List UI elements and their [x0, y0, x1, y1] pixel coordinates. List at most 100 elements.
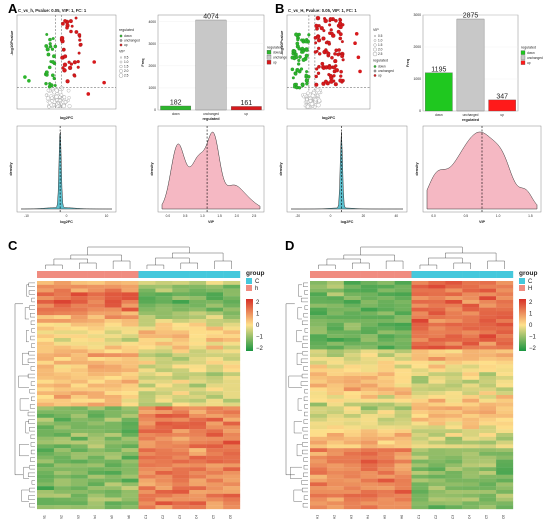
row-dendrogram-branch [303, 396, 308, 401]
column-dendrogram-branch [326, 254, 395, 265]
heatmap-cell [155, 455, 173, 460]
volcano-point-up [333, 52, 337, 56]
heatmap-cell [310, 281, 328, 285]
heatmap-cell [445, 311, 463, 316]
heatmap-cell [155, 501, 173, 506]
heatmap-cell [70, 341, 88, 346]
heatmap-cell [223, 288, 241, 293]
heatmap-cell [479, 478, 497, 483]
heatmap-cell [70, 448, 88, 453]
volcano-point-down [52, 76, 56, 81]
heatmap-cell [121, 300, 139, 304]
volcano-legend-key [374, 35, 376, 37]
heatmap-cell [496, 288, 514, 293]
heatmap-cell [121, 425, 139, 430]
heatmap-cell [53, 372, 71, 377]
heatmap-cell [172, 402, 190, 407]
heatmap-cell [343, 448, 361, 453]
heatmap-cell [428, 360, 446, 365]
heatmap-cell [206, 319, 224, 323]
heatmap-cell [326, 284, 344, 289]
heatmap-cell [343, 341, 361, 346]
bar-value-label: 182 [170, 99, 182, 106]
heatmap-cell [360, 417, 378, 422]
heatmap-cell [189, 357, 207, 361]
heatmap-cell [411, 497, 429, 502]
heatmap-cell [394, 307, 412, 312]
heatmap-cell [87, 334, 105, 339]
heatmap-cell [37, 467, 55, 472]
heatmap-cell [223, 292, 241, 297]
heatmap-cell [172, 505, 190, 510]
heatmap-cell [138, 364, 156, 369]
heatmap-cell [445, 379, 463, 384]
heatmap-cell [479, 391, 497, 396]
heatmap-cell [394, 383, 412, 388]
heatmap-cell [326, 300, 344, 304]
heatmap-cell [138, 341, 156, 346]
heatmap-cell [326, 349, 344, 354]
heatmap-cell [121, 417, 139, 422]
heatmap-cell [53, 341, 71, 346]
heatmap-cell [428, 463, 446, 468]
heatmap-cell [343, 330, 361, 335]
heatmap-cell [189, 322, 207, 327]
heatmap-cell [326, 486, 344, 491]
heatmap-scale-tick-label: 1 [256, 312, 260, 318]
heatmap-cell [310, 425, 328, 430]
volcano-point-unchanged [305, 104, 310, 109]
group-annotation-cell [87, 271, 105, 278]
heatmap-cell [155, 429, 173, 434]
volcano-point-down [300, 46, 305, 50]
heatmap-cell [172, 357, 190, 361]
heatmap-cell [223, 303, 241, 308]
volcano-legend-title: VIP [373, 28, 379, 32]
column-dendrogram-branch [180, 262, 198, 269]
heatmap-cell [394, 334, 412, 339]
heatmap-cell [479, 486, 497, 491]
heatmap-cell [428, 402, 446, 407]
heatmap-cell [223, 448, 241, 453]
heatmap-cell [138, 497, 156, 502]
heatmap-cell [206, 326, 224, 331]
heatmap-cell [155, 482, 173, 487]
row-dendrogram-branch [304, 389, 308, 394]
heatmap-cell [53, 281, 71, 285]
heatmap-cell [360, 501, 378, 506]
heatmap-cell [445, 376, 463, 380]
volcano-point-unchanged [58, 90, 63, 95]
heatmap-cell [326, 398, 344, 403]
bar-x-label: regulated [462, 118, 480, 122]
volcano-point-up [324, 41, 328, 45]
volcano-point-up [74, 30, 79, 34]
heatmap-cell [496, 482, 514, 487]
heatmap-cell [37, 303, 55, 308]
volcano-point-down [304, 78, 309, 83]
heatmap-cell [479, 303, 497, 308]
heatmap-cell [496, 410, 514, 415]
heatmap-cell [394, 402, 412, 407]
heatmap-cell [206, 482, 224, 487]
heatmap-cell [394, 414, 412, 418]
heatmap-cell [343, 338, 361, 342]
heatmap-cell [411, 379, 429, 384]
heatmap-cell [428, 334, 446, 339]
heatmap-cell [496, 360, 514, 365]
heatmap-cell [462, 490, 480, 494]
heatmap-cell [326, 425, 344, 430]
heatmap-cell [428, 322, 446, 327]
heatmap-cell [428, 357, 446, 361]
heatmap-cell [172, 493, 190, 498]
heatmap-cell [343, 406, 361, 411]
heatmap-cell [206, 425, 224, 430]
heatmap-cell [394, 296, 412, 301]
heatmap-cell [37, 353, 55, 358]
heatmap-cell [53, 311, 71, 316]
heatmap-cell [479, 444, 497, 449]
panel-label-b: B [275, 1, 285, 16]
density-x-label: log2FC [60, 220, 73, 224]
heatmap-cell [155, 303, 173, 308]
heatmap-cell [411, 383, 429, 388]
heatmap-cell [479, 326, 497, 331]
volcano-legend2-text: 1.0 [124, 60, 129, 64]
